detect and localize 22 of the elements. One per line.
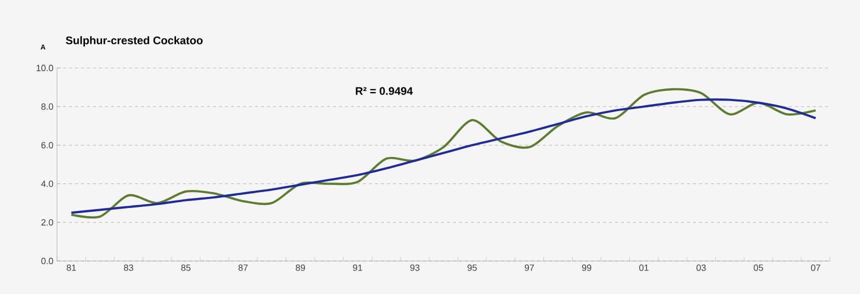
x-tick-label: 01 xyxy=(639,264,648,271)
annotation: R² = 0.9494 xyxy=(356,87,413,95)
y-tick-label: 0.0 xyxy=(41,258,54,264)
x-tick-label: 89 xyxy=(296,264,305,271)
x-tick-label: 93 xyxy=(410,264,420,271)
x-tick-label: 81 xyxy=(66,264,76,271)
x-tick-label: 95 xyxy=(468,264,477,271)
x-tick-label: 07 xyxy=(811,264,820,271)
x-tick-label: 87 xyxy=(238,264,248,271)
x-tick-label: 03 xyxy=(696,264,706,271)
y-tick-label: 8.0 xyxy=(41,103,54,110)
y-tick-label: 2.0 xyxy=(41,219,54,226)
x-tick-label: 05 xyxy=(754,264,764,271)
chart-title: Sulphur-crested Cockatoo xyxy=(66,36,203,46)
x-tick-label: 83 xyxy=(124,264,134,271)
y-tick-label: 6.0 xyxy=(41,142,54,148)
x-tick-label: 85 xyxy=(181,264,190,271)
x-tick-label: 91 xyxy=(353,264,362,271)
x-tick-label: 99 xyxy=(582,264,592,271)
y-tick-label: 10.0 xyxy=(36,64,54,72)
y-tick-label: 4.0 xyxy=(41,180,54,187)
x-tick-label: 97 xyxy=(524,264,534,271)
